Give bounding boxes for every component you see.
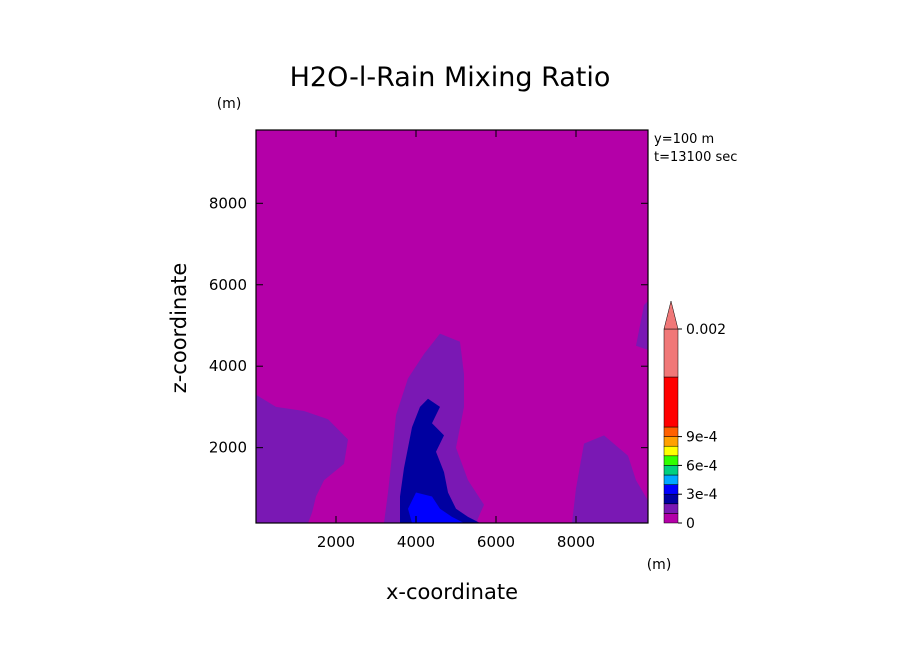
contour-fills xyxy=(256,130,648,523)
y-tick-label: 8000 xyxy=(209,194,247,212)
contour-region-left-low-cloud xyxy=(256,394,348,523)
axis-ticks: 2000 4000 6000 8000 2000 4000 6000 8000 xyxy=(209,130,648,551)
colorbar-bin xyxy=(663,484,679,495)
annotation-time: t=13100 sec xyxy=(654,150,737,165)
colorbar-tick-label: 0 xyxy=(686,516,695,532)
colorbar-bin xyxy=(663,493,679,505)
y-axis-unit: (m) xyxy=(217,96,242,112)
x-axis-label: x-coordinate xyxy=(386,580,518,604)
contour-region-core-blue xyxy=(408,492,464,523)
colorbar-tick-label: 0.002 xyxy=(686,322,726,338)
x-axis-unit: (m) xyxy=(647,557,672,573)
x-tick-label: 8000 xyxy=(557,533,595,551)
contour-region-right-low-cloud xyxy=(572,435,648,523)
y-tick-label: 6000 xyxy=(209,276,247,294)
y-tick-label: 4000 xyxy=(209,357,247,375)
y-axis-label: z-coordinate xyxy=(167,263,191,394)
y-tick-label: 2000 xyxy=(209,439,247,457)
contour-region-background xyxy=(256,130,648,523)
colorbar-bin xyxy=(663,445,679,457)
colorbar-extend-arrow xyxy=(663,300,679,330)
colorbar-bin xyxy=(663,455,679,466)
colorbar-tick-label: 6e-4 xyxy=(686,458,718,474)
contour-region-right-edge-patch xyxy=(636,301,648,350)
colorbar: 0 3e-4 6e-4 9e-4 0.002 xyxy=(663,300,726,532)
colorbar-bin xyxy=(663,465,679,476)
colorbar-bin-top xyxy=(663,328,679,378)
x-tick-label: 4000 xyxy=(397,533,435,551)
colorbar-bin xyxy=(663,474,679,485)
plot-frame xyxy=(255,129,649,524)
colorbar-tick-label: 9e-4 xyxy=(686,430,718,446)
contour-region-core-dark xyxy=(400,398,480,523)
colorbar-bin xyxy=(663,376,679,428)
colorbar-bin xyxy=(663,426,679,437)
chart-title: H2O-l-Rain Mixing Ratio xyxy=(290,62,611,93)
colorbar-bin xyxy=(663,513,679,524)
colorbar-bin xyxy=(663,436,679,447)
colorbar-bin xyxy=(663,503,679,514)
colorbar-tick-label: 3e-4 xyxy=(686,487,718,503)
x-tick-label: 6000 xyxy=(477,533,515,551)
annotation-y-position: y=100 m xyxy=(654,132,714,147)
x-tick-label: 2000 xyxy=(317,533,355,551)
